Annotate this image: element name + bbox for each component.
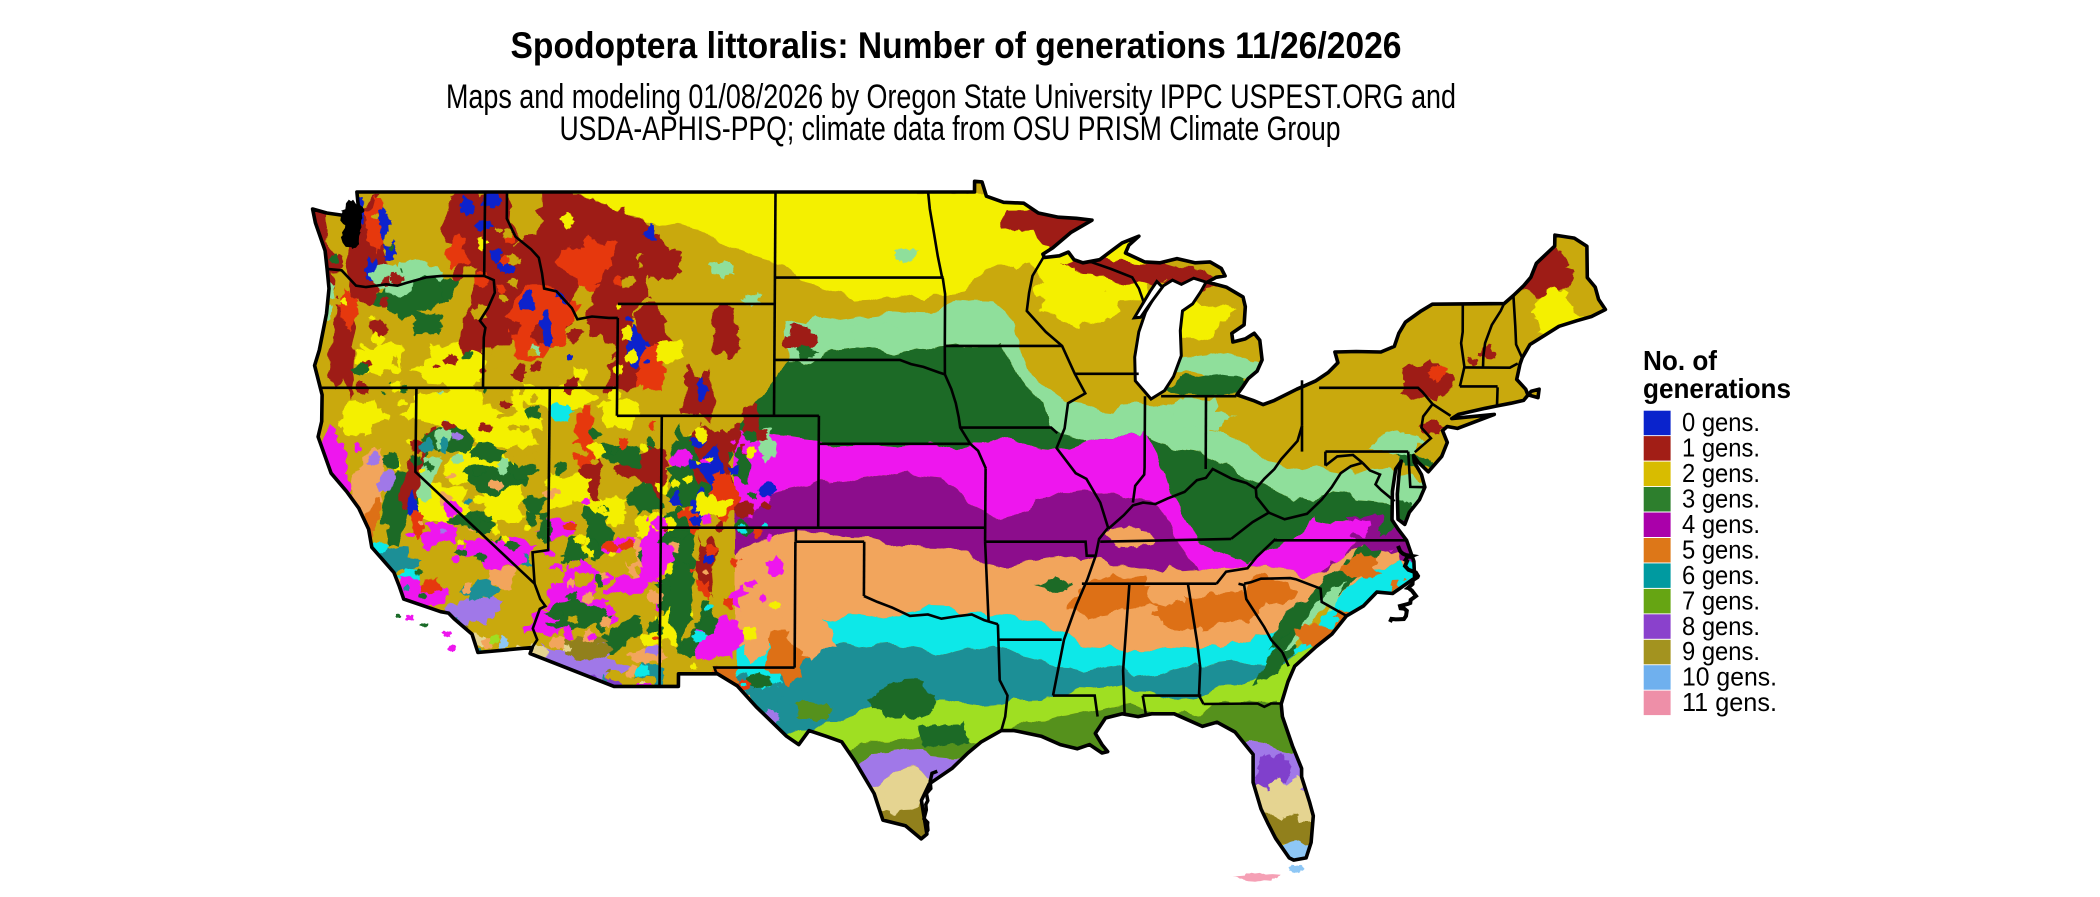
svg-text:Spodoptera littoralis: Number: Spodoptera littoralis: Number of generat… <box>511 25 1402 66</box>
svg-text:11 gens.: 11 gens. <box>1682 687 1777 717</box>
svg-text:Maps and modeling 01/08/2026 b: Maps and modeling 01/08/2026 by Oregon S… <box>446 78 1456 116</box>
svg-text:3 gens.: 3 gens. <box>1682 484 1760 514</box>
svg-text:9 gens.: 9 gens. <box>1682 636 1760 666</box>
svg-text:1 gens.: 1 gens. <box>1682 433 1760 463</box>
svg-text:USDA-APHIS-PPQ; climate data f: USDA-APHIS-PPQ; climate data from OSU PR… <box>560 110 1341 148</box>
svg-text:0 gens.: 0 gens. <box>1682 407 1760 437</box>
svg-text:8 gens.: 8 gens. <box>1682 611 1760 641</box>
svg-text:10 gens.: 10 gens. <box>1682 662 1777 692</box>
svg-text:7 gens.: 7 gens. <box>1682 585 1760 615</box>
svg-text:4 gens.: 4 gens. <box>1682 509 1760 539</box>
svg-text:6 gens.: 6 gens. <box>1682 560 1760 590</box>
svg-text:generations: generations <box>1643 373 1791 404</box>
svg-text:2 gens.: 2 gens. <box>1682 458 1760 488</box>
svg-text:No. of: No. of <box>1643 345 1718 376</box>
svg-text:5 gens.: 5 gens. <box>1682 535 1760 565</box>
